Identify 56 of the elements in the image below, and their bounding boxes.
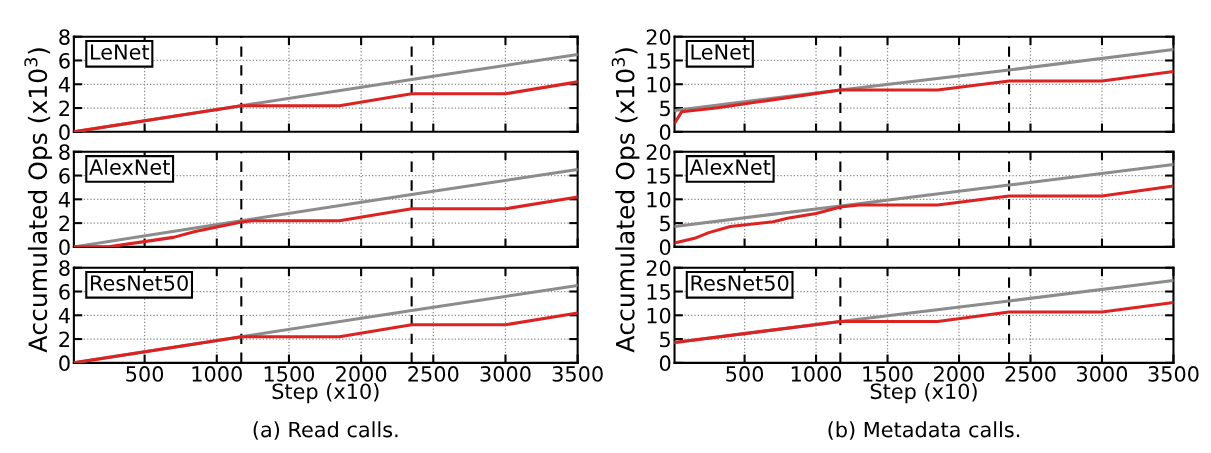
x-tick-label: 2500 (1005, 366, 1056, 382)
y-tick-label: 2 (59, 215, 70, 232)
x-tick-label: 500 (726, 366, 764, 382)
x-tick-label: 500 (126, 366, 164, 382)
y-tick-label: 0 (659, 124, 671, 141)
y-tick-label: 4 (58, 192, 70, 208)
y-axis-title: Accumulated Ops (x10$^{3}$) (611, 48, 640, 353)
y-tick-label: 6 (59, 283, 70, 300)
chart-title: ResNet50 (691, 275, 789, 291)
y-tick-label: 15 (647, 284, 670, 300)
text: (a) Read calls. (253, 421, 398, 440)
y-tick-label: 20 (646, 260, 671, 276)
x-tick-label: 1000 (192, 366, 242, 382)
y-tick-label: 8 (59, 260, 70, 276)
chart-title: AlexNet (689, 158, 771, 175)
y-tick-label: 8 (59, 29, 70, 45)
x-tick-label: 2000 (934, 366, 985, 382)
x-tick-label: 2500 (408, 366, 459, 382)
y-tick-label: 4 (58, 308, 70, 324)
x-tick-label: 3000 (480, 366, 531, 382)
y-tick-label: 20 (646, 144, 671, 160)
y-tick-label: 6 (59, 167, 70, 184)
y-tick-label: 0 (59, 355, 70, 372)
x-tick-label: 3500 (1148, 366, 1199, 382)
y-tick-label: 4 (58, 76, 70, 93)
y-tick-label: 0 (659, 239, 671, 256)
x-tick-label: 1500 (863, 366, 913, 382)
y-tick-label: 10 (647, 76, 671, 93)
y-tick-label: 0 (659, 355, 671, 372)
y-tick-label: 8 (59, 144, 70, 160)
chart-title: LeNet (691, 44, 750, 60)
x-tick-label: 1000 (791, 366, 842, 382)
x-tick-label: 3500 (552, 366, 603, 382)
chart-title: AlexNet (89, 158, 170, 175)
y-axis-title: Accumulated Ops (x10$^{3}$) (24, 48, 53, 353)
chart-title: ResNet50 (91, 275, 188, 291)
x-tick-label: 2000 (336, 366, 387, 382)
y-tick-label: 2 (59, 100, 70, 116)
y-tick-label: 5 (660, 331, 670, 348)
x-tick-label: 1500 (264, 366, 315, 382)
y-tick-label: 15 (647, 168, 670, 184)
text: (b) Metadata calls. (828, 421, 1020, 440)
x-tick-label: 3000 (1077, 366, 1128, 382)
y-tick-label: 15 (647, 53, 670, 69)
y-tick-label: 10 (647, 191, 671, 208)
chart-title: LeNet (91, 44, 150, 60)
y-tick-label: 10 (647, 307, 671, 324)
y-tick-label: 6 (59, 52, 70, 69)
y-tick-label: 5 (660, 100, 670, 117)
y-tick-label: 0 (59, 239, 70, 256)
x-axis-title: Step (x10) (272, 383, 379, 404)
y-tick-label: 20 (646, 29, 671, 45)
x-axis-title: Step (x10) (870, 383, 977, 404)
y-tick-label: 0 (59, 124, 70, 141)
y-tick-label: 5 (660, 215, 670, 232)
y-tick-label: 2 (59, 331, 70, 347)
